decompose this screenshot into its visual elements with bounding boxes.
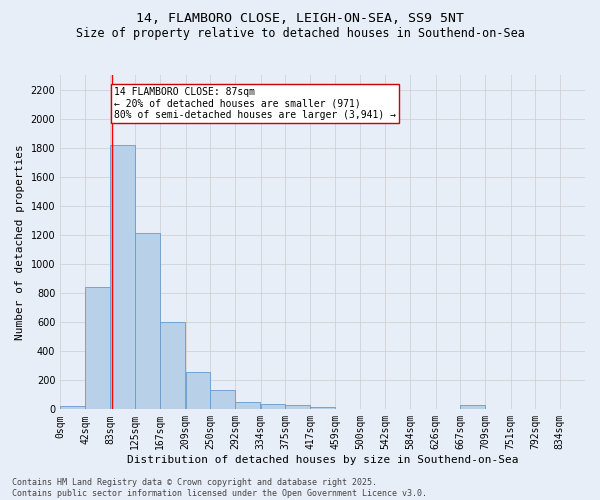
Bar <box>85 286 110 410</box>
Text: Contains HM Land Registry data © Crown copyright and database right 2025.
Contai: Contains HM Land Registry data © Crown c… <box>12 478 427 498</box>
Text: Size of property relative to detached houses in Southend-on-Sea: Size of property relative to detached ho… <box>76 28 524 40</box>
Bar <box>260 404 285 409</box>
Bar <box>310 407 335 410</box>
Y-axis label: Number of detached properties: Number of detached properties <box>15 144 25 340</box>
Text: 14, FLAMBORO CLOSE, LEIGH-ON-SEA, SS9 5NT: 14, FLAMBORO CLOSE, LEIGH-ON-SEA, SS9 5N… <box>136 12 464 26</box>
Bar <box>60 406 85 409</box>
Bar <box>110 145 134 409</box>
Bar <box>235 402 260 409</box>
Text: 14 FLAMBORO CLOSE: 87sqm
← 20% of detached houses are smaller (971)
80% of semi-: 14 FLAMBORO CLOSE: 87sqm ← 20% of detach… <box>114 86 396 120</box>
Bar <box>210 390 235 409</box>
Bar <box>460 405 485 409</box>
Bar <box>185 372 210 410</box>
Bar <box>160 322 185 410</box>
Bar <box>285 405 310 409</box>
X-axis label: Distribution of detached houses by size in Southend-on-Sea: Distribution of detached houses by size … <box>127 455 518 465</box>
Bar <box>135 234 160 410</box>
